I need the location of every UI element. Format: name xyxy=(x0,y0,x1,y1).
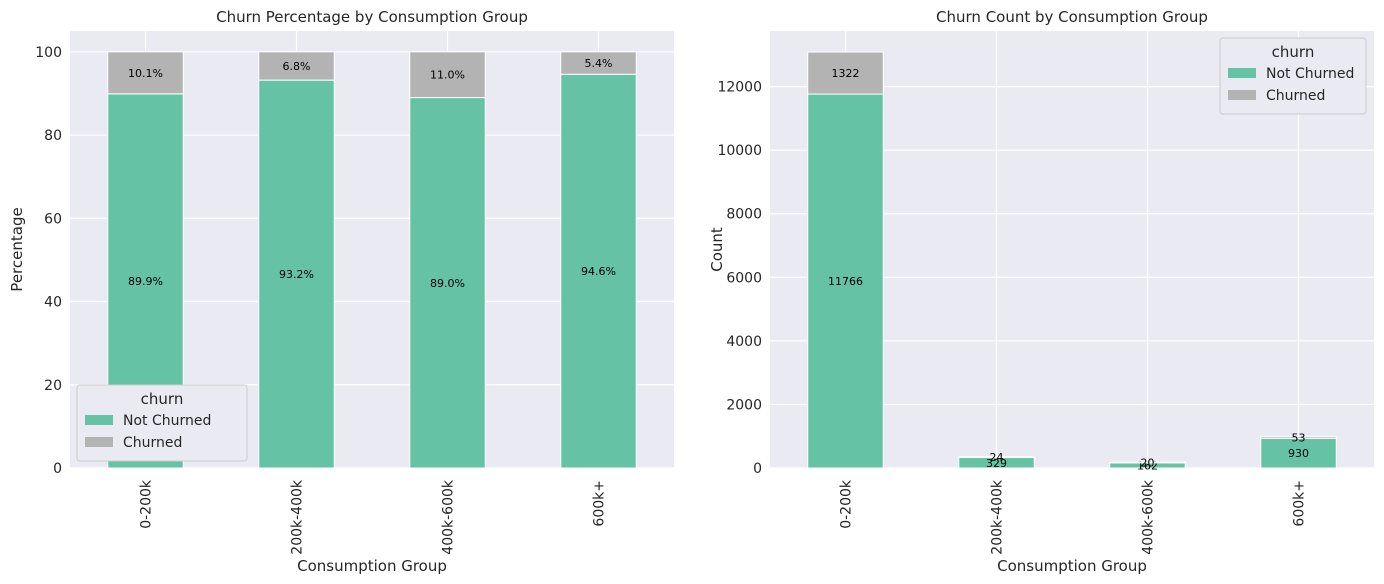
bar-churned xyxy=(107,51,184,95)
data-label: 5.4% xyxy=(585,57,613,70)
x-axis-label: Consumption Group xyxy=(997,557,1147,575)
y-tick-label: 60 xyxy=(44,211,62,227)
y-axis-label: Count xyxy=(708,227,726,272)
legend-swatch xyxy=(1228,68,1256,78)
legend-entry: Churned xyxy=(123,435,182,451)
bar-not-churned xyxy=(409,97,486,469)
bar-churned xyxy=(409,51,486,99)
y-tick-label: 2000 xyxy=(726,397,762,413)
data-label: 89.0% xyxy=(430,277,465,290)
x-axis-label: Consumption Group xyxy=(297,557,447,575)
chart-title: Churn Percentage by Consumption Group xyxy=(216,8,528,26)
legend: churn Not Churned Churned xyxy=(1219,37,1367,115)
data-label: 1322 xyxy=(832,67,860,80)
legend-entry: Not Churned xyxy=(1266,66,1354,82)
data-label: 89.9% xyxy=(128,275,163,288)
data-label: 11766 xyxy=(828,275,863,288)
chart-title: Churn Count by Consumption Group xyxy=(936,8,1208,26)
x-tick-label: 600k+ xyxy=(592,480,608,527)
x-tick-label: 400k-600k xyxy=(441,479,457,555)
bar-not-churned xyxy=(560,73,637,469)
bar-not-churned xyxy=(1260,437,1337,469)
bar-churned xyxy=(258,51,335,81)
x-tick-label: 200k-400k xyxy=(990,479,1006,555)
y-tick-label: 0 xyxy=(53,461,62,477)
y-tick-label: 6000 xyxy=(726,270,762,286)
y-tick-label: 0 xyxy=(753,461,762,477)
y-tick-label: 20 xyxy=(44,378,62,394)
data-label: 10.1% xyxy=(128,67,163,80)
bar-churned xyxy=(958,456,1035,459)
bar-churned xyxy=(1260,436,1337,439)
bar-churned xyxy=(560,51,637,75)
chart-panel-2: 1176613223292416220930530200040006000800… xyxy=(708,8,1374,575)
legend-entry: Not Churned xyxy=(123,413,211,429)
data-label: 6.8% xyxy=(283,60,311,73)
y-tick-label: 40 xyxy=(44,295,62,311)
y-tick-label: 80 xyxy=(44,128,62,144)
data-label: 24 xyxy=(990,451,1004,464)
y-tick-label: 12000 xyxy=(717,80,762,96)
chart-panel-1: 89.9% 10.1% 93.2% 6.8% 89.0% 11.0% 94.6% 5.4% 0 2… xyxy=(8,8,674,575)
bar-not-churned xyxy=(258,79,335,469)
legend-swatch xyxy=(1228,90,1256,100)
data-label: 930 xyxy=(1288,447,1309,460)
data-label: 93.2% xyxy=(279,268,314,281)
legend-title: churn xyxy=(141,390,184,408)
legend-frame xyxy=(76,384,248,462)
data-label: 329 xyxy=(986,457,1007,470)
data-label: 94.6% xyxy=(581,265,616,278)
legend-entry: Churned xyxy=(1266,88,1325,104)
y-tick-label: 4000 xyxy=(726,334,762,350)
y-axis-label: Percentage xyxy=(8,207,26,291)
data-label: 11.0% xyxy=(430,69,465,82)
x-tick-label: 0-200k xyxy=(839,479,855,529)
x-tick-label: 600k+ xyxy=(1292,480,1308,527)
legend-frame xyxy=(1219,37,1367,115)
bar-not-churned xyxy=(807,93,884,469)
data-label: 53 xyxy=(1292,432,1306,445)
legend-swatch xyxy=(85,437,113,447)
y-tick-label: 100 xyxy=(35,45,62,61)
y-tick-label: 8000 xyxy=(726,207,762,223)
legend-title: churn xyxy=(1272,43,1315,61)
bar-churned xyxy=(807,51,884,95)
x-tick-label: 0-200k xyxy=(139,479,155,529)
data-label: 20 xyxy=(1141,457,1155,470)
bar-churned xyxy=(1109,461,1186,464)
legend: churn Not Churned Churned xyxy=(76,384,248,462)
legend-swatch xyxy=(85,415,113,425)
x-tick-label: 400k-600k xyxy=(1141,479,1157,555)
x-tick-label: 200k-400k xyxy=(290,479,306,555)
y-tick-label: 10000 xyxy=(717,143,762,159)
